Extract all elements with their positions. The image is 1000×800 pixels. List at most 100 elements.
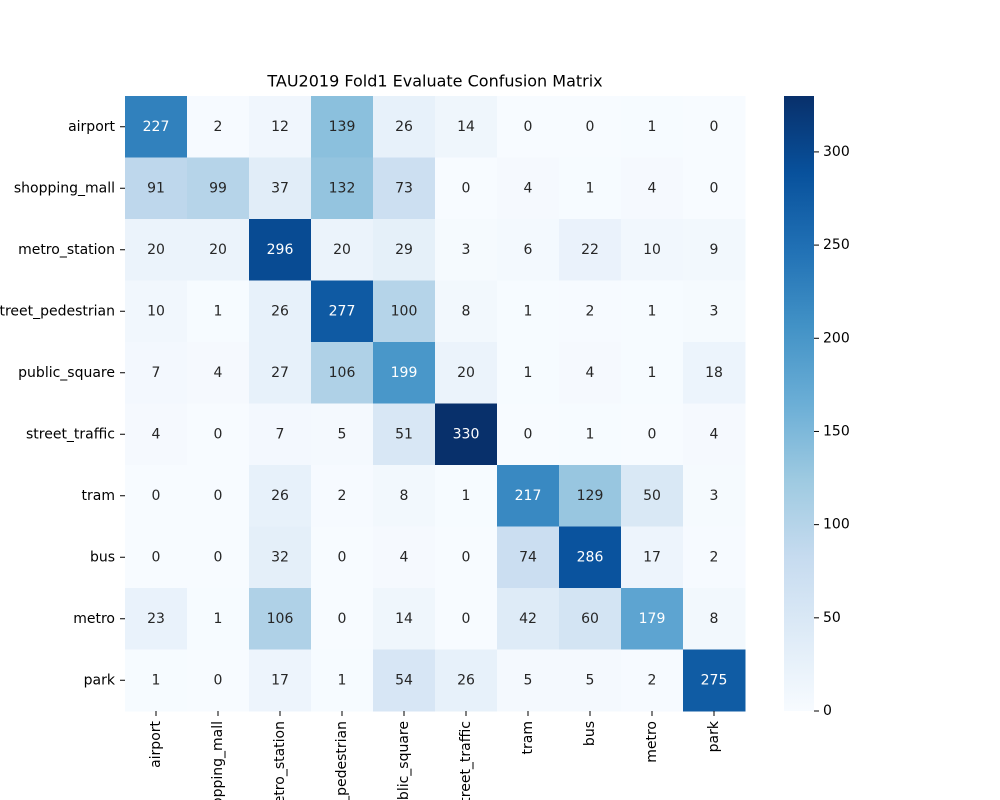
chart-title: TAU2019 Fold1 Evaluate Confusion Matrix — [266, 72, 602, 91]
heatmap-cell — [249, 649, 312, 712]
y-tick-label: metro — [73, 611, 115, 627]
heatmap-cell — [497, 157, 560, 220]
heatmap-cell — [125, 588, 188, 650]
cell-label: 50 — [643, 488, 661, 504]
cell-label: 8 — [400, 488, 409, 504]
y-tick-label: airport — [68, 119, 115, 135]
cell-label: 3 — [710, 488, 719, 504]
x-tick-label: airport — [148, 720, 164, 767]
heatmap-cell — [249, 280, 312, 343]
cell-label: 51 — [395, 426, 413, 442]
cell-label: 217 — [515, 488, 542, 504]
cell-label: 139 — [329, 119, 356, 135]
cell-label: 199 — [391, 365, 418, 381]
cell-label: 1 — [586, 180, 595, 196]
cell-label: 0 — [214, 672, 223, 688]
cell-label: 0 — [462, 180, 471, 196]
cell-label: 0 — [152, 549, 161, 565]
x-tick-label: street_traffic — [458, 721, 474, 800]
cell-label: 10 — [147, 303, 165, 319]
cell-label: 0 — [214, 549, 223, 565]
cell-label: 2 — [710, 549, 719, 565]
cell-label: 275 — [701, 672, 728, 688]
heatmap-cell — [497, 403, 560, 466]
cell-label: 1 — [648, 303, 657, 319]
heatmap-cell — [373, 526, 436, 589]
heatmap-cell — [249, 465, 312, 527]
cell-label: 14 — [457, 119, 475, 135]
cell-label: 54 — [395, 672, 413, 688]
cell-label: 100 — [391, 303, 418, 319]
heatmap-cell — [311, 280, 374, 343]
cell-label: 4 — [152, 426, 161, 442]
cell-label: 0 — [648, 426, 657, 442]
x-tick-label: metro — [644, 721, 660, 763]
cell-label: 29 — [395, 242, 413, 258]
x-tick-label: public_square — [396, 721, 412, 800]
cell-label: 1 — [648, 119, 657, 135]
heatmap-cell — [373, 280, 436, 343]
cell-label: 3 — [462, 242, 471, 258]
heatmap-cell — [125, 157, 188, 220]
heatmap-cell — [311, 403, 374, 466]
heatmap-cell — [311, 157, 374, 220]
heatmap-cell — [311, 649, 374, 712]
heatmap-cell — [497, 342, 560, 404]
cell-label: 2 — [648, 672, 657, 688]
heatmap-cell — [125, 465, 188, 527]
heatmap-cell — [621, 219, 684, 281]
cell-label: 277 — [329, 303, 356, 319]
heatmap-cell — [683, 465, 746, 527]
cell-label: 1 — [524, 365, 533, 381]
heatmap-cell — [187, 588, 250, 650]
cell-label: 4 — [648, 180, 657, 196]
cell-label: 8 — [710, 611, 719, 627]
cell-label: 12 — [271, 119, 289, 135]
heatmap-cell — [559, 465, 622, 527]
cell-label: 91 — [147, 180, 165, 196]
heatmap-cell — [559, 526, 622, 589]
cell-label: 5 — [524, 672, 533, 688]
heatmap-cell — [435, 403, 498, 466]
cell-label: 2 — [586, 303, 595, 319]
heatmap-cell — [559, 96, 622, 158]
cell-label: 1 — [586, 426, 595, 442]
heatmap-cell — [435, 280, 498, 343]
cell-label: 1 — [648, 365, 657, 381]
heatmap-cell — [249, 588, 312, 650]
y-tick-label: bus — [90, 549, 115, 565]
heatmap-cell — [311, 342, 374, 404]
y-tick-label: street_traffic — [26, 426, 115, 442]
cell-label: 179 — [639, 611, 666, 627]
cell-label: 9 — [710, 242, 719, 258]
heatmap-cell — [435, 342, 498, 404]
heatmap-cell — [187, 96, 250, 158]
x-tick-label: shopping_mall — [210, 721, 226, 800]
heatmap-cell — [559, 403, 622, 466]
cell-label: 1 — [462, 488, 471, 504]
heatmap-cell — [311, 526, 374, 589]
cell-label: 330 — [453, 426, 480, 442]
cell-label: 0 — [524, 426, 533, 442]
heatmap-cell — [435, 219, 498, 281]
cell-label: 0 — [462, 611, 471, 627]
heatmap-cell — [373, 649, 436, 712]
cell-label: 0 — [214, 426, 223, 442]
cell-label: 1 — [152, 672, 161, 688]
cell-label: 73 — [395, 180, 413, 196]
cell-label: 17 — [271, 672, 289, 688]
heatmap-cell — [125, 526, 188, 589]
heatmap-cell — [683, 526, 746, 589]
cell-label: 106 — [329, 365, 356, 381]
cell-label: 42 — [519, 611, 537, 627]
heatmap-cell — [125, 403, 188, 466]
cell-label: 7 — [276, 426, 285, 442]
cell-label: 26 — [271, 488, 289, 504]
heatmap-cell — [559, 219, 622, 281]
x-tick-label: metro_station — [272, 721, 288, 800]
cell-label: 0 — [586, 119, 595, 135]
heatmap-cell — [435, 157, 498, 220]
heatmap-cell — [373, 157, 436, 220]
heatmap-cell — [497, 526, 560, 589]
